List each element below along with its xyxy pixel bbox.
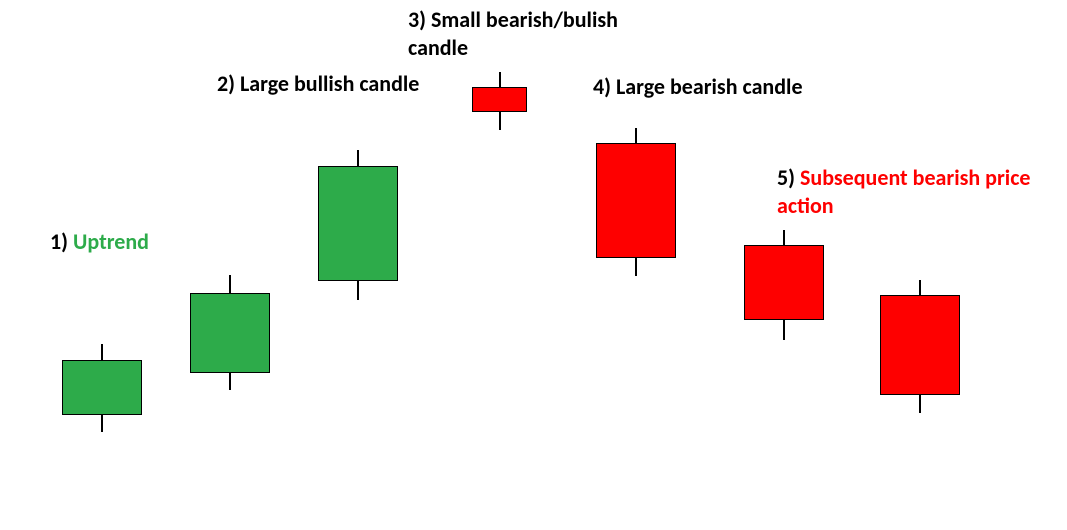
candle-body	[744, 245, 824, 320]
candle-body	[318, 166, 398, 281]
label-4-text: Large bearish candle	[616, 73, 803, 100]
candlestick-diagram: 1) Uptrend 2) Large bullish candle 3) Sm…	[0, 0, 1067, 530]
label-1-uptrend: 1) Uptrend	[50, 228, 270, 256]
label-2-text: Large bullish candle	[240, 70, 419, 97]
label-5-num: 5)	[777, 164, 795, 191]
candle-body	[472, 87, 527, 112]
candle-1	[62, 0, 142, 530]
label-2-num: 2)	[217, 70, 235, 97]
candle-7	[880, 0, 960, 530]
candle-body	[596, 143, 676, 258]
label-3-text: Small bearish/bulish candle	[408, 6, 618, 61]
label-4-large-bearish: 4) Large bearish candle	[593, 73, 803, 101]
label-1-text: Uptrend	[73, 228, 149, 255]
label-5-subsequent: 5) Subsequent bearish price action	[777, 164, 1037, 219]
label-5-text: Subsequent bearish price action	[777, 164, 1030, 219]
candle-body	[880, 295, 960, 395]
candle-4	[472, 0, 527, 530]
label-1-num: 1)	[50, 228, 68, 255]
candle-body	[190, 293, 270, 373]
label-3-small-candle: 3) Small bearish/bulish candle	[408, 6, 668, 61]
label-3-num: 3)	[408, 6, 426, 33]
label-4-num: 4)	[593, 73, 611, 100]
label-2-large-bullish: 2) Large bullish candle	[217, 70, 427, 98]
candle-body	[62, 360, 142, 415]
